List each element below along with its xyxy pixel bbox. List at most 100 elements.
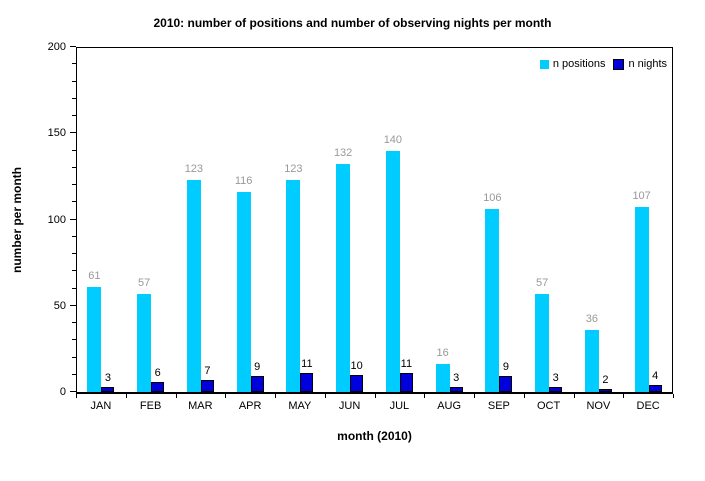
x-tick [176, 394, 177, 398]
bar-value-label-n-positions-OCT: 57 [536, 276, 549, 289]
bar-n-positions-MAR [186, 179, 201, 392]
n-nights-swatch-icon [613, 58, 625, 70]
y-tick-label-0: 0 [59, 386, 66, 398]
bar-value-label-n-nights-NOV: 2 [602, 373, 609, 386]
x-tick [325, 394, 326, 398]
plot-area: n positions n nights [76, 47, 673, 394]
legend: n positions n nights [539, 58, 667, 70]
bar-value-label-n-nights-FEB: 6 [154, 366, 161, 379]
bar-n-positions-DEC [634, 207, 649, 392]
bar-value-label-n-nights-DEC: 4 [652, 370, 659, 383]
bar-value-label-n-nights-JAN: 3 [104, 371, 111, 384]
bar-n-nights-MAY [300, 373, 314, 392]
bar-n-positions-FEB [137, 293, 152, 392]
x-tick-label-JUL: JUL [389, 400, 410, 412]
bar-value-label-n-nights-AUG: 3 [453, 371, 460, 384]
x-tick [673, 394, 674, 398]
y-minor-tick [72, 63, 76, 65]
x-tick-label-SEP: SEP [487, 400, 510, 412]
bar-n-positions-APR [236, 191, 251, 392]
x-tick-label-FEB: FEB [139, 400, 162, 412]
y-major-tick [70, 132, 76, 134]
x-tick [76, 394, 77, 398]
bar-value-label-n-positions-APR: 116 [234, 174, 253, 187]
bar-n-nights-MAR [200, 379, 214, 392]
y-minor-tick [72, 97, 76, 99]
x-tick [126, 394, 127, 398]
y-minor-tick [72, 287, 76, 289]
bar-n-nights-APR [250, 376, 264, 392]
x-tick-label-APR: APR [238, 400, 262, 412]
x-tick-label-JAN: JAN [90, 400, 112, 412]
y-major-tick [70, 391, 76, 392]
bar-value-label-n-positions-SEP: 106 [483, 192, 502, 205]
y-major-tick [70, 304, 76, 306]
y-minor-tick [72, 115, 76, 116]
bar-value-label-n-positions-MAY: 123 [284, 162, 303, 175]
bar-value-label-n-positions-FEB: 57 [138, 276, 151, 289]
x-tick [375, 394, 376, 398]
x-tick-label-DEC: DEC [636, 400, 660, 412]
bar-n-positions-MAY [286, 179, 301, 392]
y-minor-tick [72, 201, 76, 203]
y-minor-tick [72, 356, 76, 358]
x-tick-label-AUG: AUG [437, 400, 462, 412]
bar-n-positions-AUG [435, 364, 450, 392]
x-tick-label-NOV: NOV [586, 400, 611, 412]
bar-n-nights-FEB [151, 381, 165, 392]
y-minor-tick [72, 339, 76, 341]
x-tick [623, 394, 624, 398]
y-tick-label-150: 150 [47, 127, 66, 140]
bar-n-nights-DEC [648, 385, 662, 392]
bar-n-positions-JUN [336, 164, 351, 392]
bar-value-label-n-positions-JUN: 132 [333, 147, 353, 160]
bar-n-positions-OCT [535, 293, 550, 392]
y-minor-tick [72, 270, 76, 272]
bar-n-positions-SEP [485, 209, 500, 392]
x-tick [574, 394, 575, 398]
legend-item-n-nights: n nights [613, 58, 667, 70]
bar-value-label-n-positions-JUL: 140 [383, 133, 403, 146]
x-tick [474, 394, 475, 398]
x-tick-label-MAY: MAY [288, 400, 312, 412]
bar-n-nights-OCT [549, 386, 563, 392]
bar-value-label-n-positions-NOV: 36 [585, 312, 598, 325]
bar-n-nights-AUG [449, 386, 463, 392]
y-major-tick [70, 218, 76, 220]
x-axis-title: month (2010) [337, 429, 412, 443]
x-tick [424, 394, 425, 398]
bar-n-nights-NOV [598, 388, 612, 392]
legend-item-n-positions: n positions [539, 58, 606, 70]
bar-n-nights-JUL [399, 373, 413, 392]
x-tick-label-OCT: OCT [537, 400, 561, 412]
bar-value-label-n-positions-MAR: 123 [184, 162, 204, 175]
y-minor-tick [72, 253, 76, 254]
y-tick-label-50: 50 [53, 299, 66, 312]
y-tick-label-100: 100 [47, 213, 66, 226]
bar-value-label-n-nights-JUL: 11 [400, 358, 413, 371]
bar-value-label-n-nights-MAR: 7 [204, 364, 211, 377]
legend-label-n-positions: n positions [552, 58, 606, 70]
y-minor-tick [72, 322, 76, 323]
y-minor-tick [72, 184, 76, 185]
x-tick [275, 394, 276, 398]
bar-n-positions-JAN [87, 286, 102, 392]
bar-n-positions-NOV [584, 329, 599, 392]
bar-value-label-n-nights-MAY: 11 [301, 358, 313, 371]
x-tick-label-JUN: JUN [338, 400, 361, 412]
bar-value-label-n-positions-JAN: 61 [88, 269, 101, 282]
y-tick-label-200: 200 [47, 41, 66, 53]
bar-n-positions-JUL [385, 150, 400, 392]
bar-value-label-n-nights-APR: 9 [254, 361, 261, 374]
bar-value-label-n-positions-AUG: 16 [436, 347, 449, 360]
n-positions-swatch-icon [539, 59, 549, 69]
bar-n-nights-SEP [499, 376, 513, 392]
x-tick [524, 394, 525, 398]
bar-n-nights-JAN [101, 386, 115, 392]
bar-value-label-n-nights-OCT: 3 [552, 371, 559, 384]
y-minor-tick [72, 80, 76, 82]
y-minor-tick [72, 235, 76, 237]
bar-value-label-n-positions-DEC: 107 [632, 190, 651, 203]
y-minor-tick [72, 166, 76, 168]
